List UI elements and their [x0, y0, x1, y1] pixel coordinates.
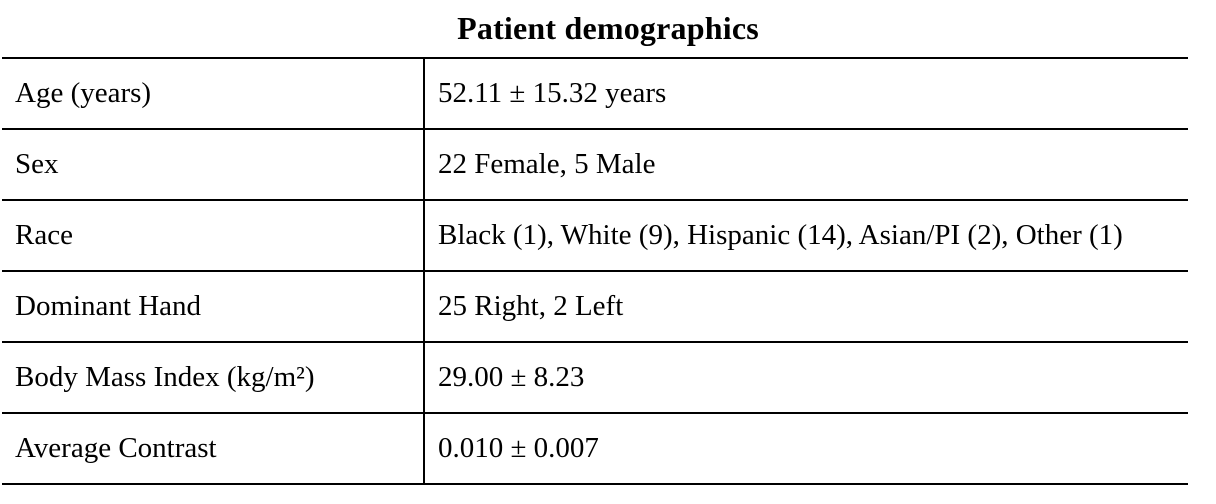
row-label-cell: Dominant Hand — [2, 270, 425, 342]
table-row: Dominant Hand 25 Right, 2 Left — [2, 270, 1188, 342]
row-label-cell: Sex — [2, 128, 425, 200]
row-value-cell: 29.00 ± 8.23 — [424, 341, 1188, 413]
row-value-cell: 25 Right, 2 Left — [424, 270, 1188, 342]
table-row: Average Contrast 0.010 ± 0.007 — [2, 412, 1188, 485]
table-row: Age (years) 52.11 ± 15.32 years — [2, 57, 1188, 129]
row-label-cell: Body Mass Index (kg/m²) — [2, 341, 425, 413]
row-value-cell: 0.010 ± 0.007 — [424, 412, 1188, 485]
row-label-cell: Average Contrast — [2, 412, 425, 485]
row-value-cell: 52.11 ± 15.32 years — [424, 57, 1188, 129]
table-body: Age (years) 52.11 ± 15.32 years Sex 22 F… — [2, 57, 1188, 485]
table-row: Body Mass Index (kg/m²) 29.00 ± 8.23 — [2, 341, 1188, 413]
patient-demographics-table: Age (years) 52.11 ± 15.32 years Sex 22 F… — [2, 57, 1188, 485]
row-value-cell: 22 Female, 5 Male — [424, 128, 1188, 200]
row-label-cell: Race — [2, 199, 425, 271]
row-value-cell: Black (1), White (9), Hispanic (14), Asi… — [424, 199, 1188, 271]
row-label-cell: Age (years) — [2, 57, 425, 129]
table-row: Race Black (1), White (9), Hispanic (14)… — [2, 199, 1188, 271]
table-row: Sex 22 Female, 5 Male — [2, 128, 1188, 200]
table-title: Patient demographics — [457, 10, 759, 46]
